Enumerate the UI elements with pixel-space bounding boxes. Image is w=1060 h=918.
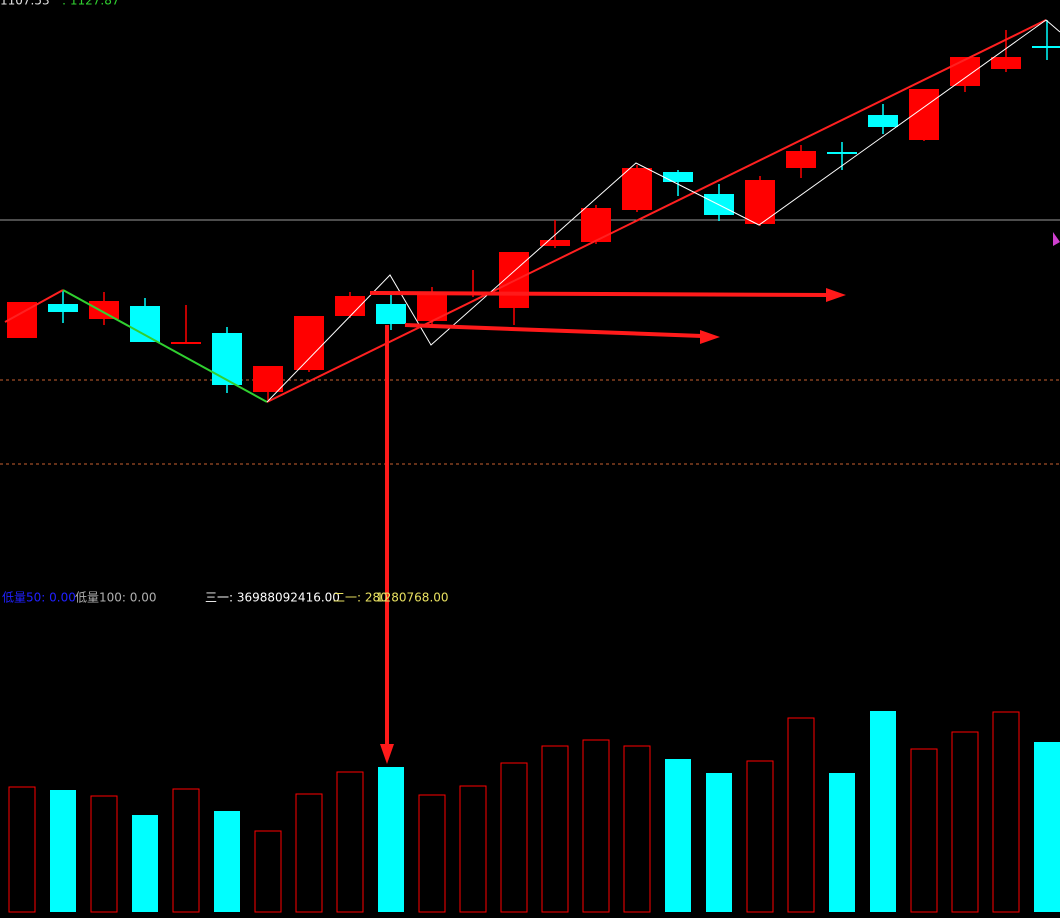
volume-bar bbox=[582, 739, 610, 913]
cursor bbox=[1053, 232, 1060, 246]
candle-body bbox=[540, 240, 570, 246]
volume-bar bbox=[132, 815, 158, 912]
arrow-head bbox=[826, 288, 846, 302]
zigzag-line bbox=[266, 19, 1060, 403]
header-value: : 1127.87 bbox=[62, 0, 119, 8]
volume-bar bbox=[829, 773, 855, 912]
volume-bar bbox=[787, 717, 815, 913]
volume-bar bbox=[541, 745, 569, 913]
volume-bar bbox=[378, 767, 404, 912]
volume-bar bbox=[870, 711, 896, 912]
volume-bar bbox=[1034, 742, 1060, 912]
volume-bar bbox=[992, 711, 1020, 913]
volume-bar bbox=[8, 786, 36, 913]
arrow bbox=[369, 291, 829, 297]
candle-body bbox=[335, 296, 365, 316]
candle-body bbox=[786, 151, 816, 168]
header-value: 1107.53 bbox=[0, 0, 50, 8]
candle-body bbox=[663, 172, 693, 182]
candle-body bbox=[376, 304, 406, 324]
candle-body bbox=[581, 208, 611, 242]
labels: 1107.53 : 1127.87 低量50: 0.00 低量100: 0.00 三一:… bbox=[0, 0, 449, 605]
volume-bar bbox=[459, 785, 487, 913]
legend-entry: 低量100: 0.00 bbox=[75, 591, 156, 605]
volume-bar bbox=[500, 762, 528, 913]
candle-body bbox=[130, 306, 160, 342]
volume-bar bbox=[336, 771, 364, 913]
arrow bbox=[404, 323, 703, 338]
legend-entry: 低量50: 0.00 bbox=[2, 591, 76, 605]
candle-body bbox=[253, 366, 283, 392]
candle-body bbox=[171, 342, 201, 344]
candle-body bbox=[827, 152, 857, 154]
trend-line bbox=[62, 289, 268, 403]
candle-body bbox=[991, 57, 1021, 69]
volume-bar bbox=[665, 759, 691, 912]
candle-body bbox=[950, 57, 980, 86]
volume-bar bbox=[951, 731, 979, 913]
candle-body bbox=[868, 115, 898, 127]
volume-bar bbox=[254, 830, 282, 913]
candle-body bbox=[1032, 46, 1060, 48]
arrow-head bbox=[380, 744, 394, 764]
volume-bar bbox=[623, 745, 651, 913]
trend-line bbox=[4, 289, 64, 323]
legend-entry: 1280768.00 bbox=[376, 591, 449, 605]
candle-body bbox=[212, 333, 242, 385]
volume-bars bbox=[8, 711, 1060, 913]
candles bbox=[7, 20, 1060, 400]
volume-bar bbox=[50, 790, 76, 912]
candle-body bbox=[622, 168, 652, 210]
volume-bar bbox=[295, 793, 323, 913]
candle-body bbox=[48, 304, 78, 312]
legend-entry: 二一: 280 bbox=[333, 591, 388, 605]
volume-bar bbox=[172, 788, 200, 913]
volume-bar bbox=[910, 748, 938, 913]
volume-bar bbox=[418, 794, 446, 913]
candle-body bbox=[89, 301, 119, 319]
trend-line bbox=[266, 19, 1047, 403]
legend-entry: 三一: 36988092416.00 bbox=[205, 591, 340, 605]
candle-body bbox=[294, 316, 324, 370]
annotation-arrows bbox=[369, 288, 846, 764]
volume-bar bbox=[90, 795, 118, 913]
volume-bar bbox=[746, 760, 774, 913]
arrow-head bbox=[700, 330, 720, 344]
volume-bar bbox=[706, 773, 732, 912]
volume-bar bbox=[214, 811, 240, 912]
